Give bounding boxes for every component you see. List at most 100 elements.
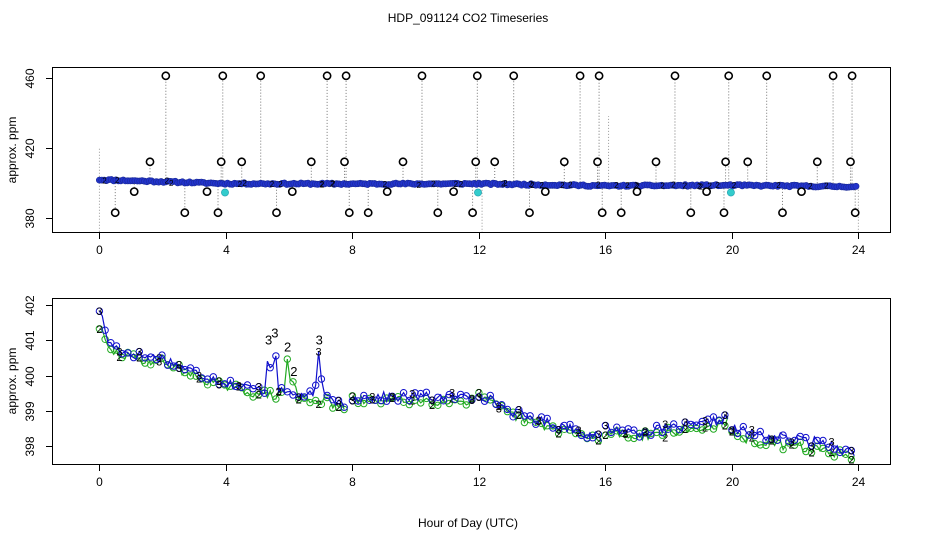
series-point-3 [709, 413, 718, 421]
series-point-3 [215, 380, 223, 388]
series-label-2: 2 [556, 429, 562, 441]
series-point-3 [554, 426, 563, 434]
series-label-2: 2 [516, 410, 522, 422]
series-label-3: 3 [809, 441, 815, 453]
extreme-point [110, 208, 120, 218]
extreme-point [272, 208, 281, 218]
series-point-3 [118, 350, 126, 358]
series-point-3 [543, 414, 551, 423]
series-point-3 [434, 393, 442, 401]
series-label-3: 3 [602, 420, 608, 432]
x-tick-label: 4 [223, 243, 230, 257]
series-point-3 [101, 326, 109, 334]
flagged-point [221, 188, 229, 197]
series-point-3 [647, 431, 655, 439]
extreme-point [145, 157, 155, 167]
extreme-point [597, 208, 607, 218]
series-point-3 [451, 395, 459, 403]
series-label-3: 3 [476, 392, 482, 404]
series-point-3 [745, 431, 753, 439]
series-point-3 [135, 347, 144, 356]
series-point-3 [295, 393, 303, 401]
series-point-3 [243, 381, 252, 389]
mean-marker-2: 2 [699, 182, 704, 191]
extreme-point [719, 208, 729, 218]
series-point-3 [796, 432, 804, 441]
extreme-point [721, 157, 730, 167]
series-point-2 [417, 399, 425, 407]
series-line-2 [731, 431, 855, 461]
series-point-3 [492, 400, 500, 409]
series-label-3: 3 [729, 425, 735, 437]
series-point-2 [681, 425, 689, 433]
series-point-2 [847, 455, 856, 464]
series-label-3: 3 [536, 416, 542, 428]
mean-marker-2: 2 [278, 180, 283, 189]
mean-marker-2: 2 [503, 179, 508, 188]
mean-marker-2: 2 [501, 180, 506, 189]
y-tick-label: 398 [23, 436, 37, 456]
series-label-2: 2 [389, 393, 395, 405]
series-label-3: 3 [516, 405, 522, 417]
mean-marker-2: 2 [715, 181, 720, 190]
series-point-2 [317, 400, 326, 408]
series-point-3 [503, 405, 512, 414]
series-point-3 [266, 364, 274, 372]
series-point-3 [428, 396, 436, 404]
series-point-3 [388, 392, 396, 400]
series-point-3 [152, 355, 161, 364]
series-label-2: 2 [749, 432, 755, 444]
mean-marker-2: 2 [776, 181, 781, 190]
series-label-3: 3 [335, 395, 341, 407]
mean-marker-2: 2 [454, 180, 459, 189]
series-label-2: 2 [662, 432, 668, 444]
series-label-2: 2 [828, 447, 834, 459]
series-point-2 [272, 395, 280, 403]
extreme-point [340, 157, 349, 167]
series-label-3: 3 [556, 425, 562, 437]
series-point-2 [721, 421, 729, 430]
series-point-3 [583, 434, 591, 442]
series-point-3 [635, 433, 644, 441]
series-label-2: 2 [496, 401, 502, 413]
series-label-2: 2 [116, 352, 122, 364]
extreme-point [468, 208, 477, 218]
series-point-3 [675, 425, 684, 434]
series-point-3 [312, 381, 320, 389]
series-point-3 [272, 352, 280, 360]
series-point-2 [751, 439, 759, 448]
panel-bottom-frame [52, 298, 891, 465]
y-tick-label: 402 [23, 295, 37, 315]
series-point-3 [692, 421, 701, 429]
series-point-3 [532, 420, 540, 428]
series-point-3 [728, 426, 736, 434]
series-point-3 [348, 396, 357, 405]
series-label-3: 3 [662, 419, 668, 431]
series-point-2 [147, 361, 155, 369]
mean-marker-2: 2 [242, 179, 247, 188]
series-label-2: 2 [349, 391, 355, 403]
mean-marker-2: 2 [459, 180, 464, 189]
x-tick-label: 12 [473, 243, 487, 257]
extreme-point [616, 208, 626, 218]
series-point-3 [813, 436, 821, 445]
extreme-point [180, 208, 190, 218]
series-label-2: 2 [96, 324, 102, 336]
mean-marker-2: 2 [625, 181, 630, 190]
series-line-3 [478, 394, 602, 442]
mean-point [852, 182, 860, 190]
series-point-3 [405, 396, 413, 405]
panel-top-frame [52, 67, 891, 233]
series-point-2 [289, 378, 297, 386]
series-point-3 [475, 393, 483, 401]
series-point-3 [687, 420, 695, 429]
series-point-3 [209, 373, 218, 381]
series-label-3: 3 [828, 437, 834, 449]
series-point-3 [226, 376, 235, 385]
series-point-3 [317, 375, 326, 383]
series-point-2 [756, 441, 764, 449]
series-label-2: 2 [216, 376, 222, 388]
x-axis-title: Hour of Day (UTC) [418, 516, 518, 530]
